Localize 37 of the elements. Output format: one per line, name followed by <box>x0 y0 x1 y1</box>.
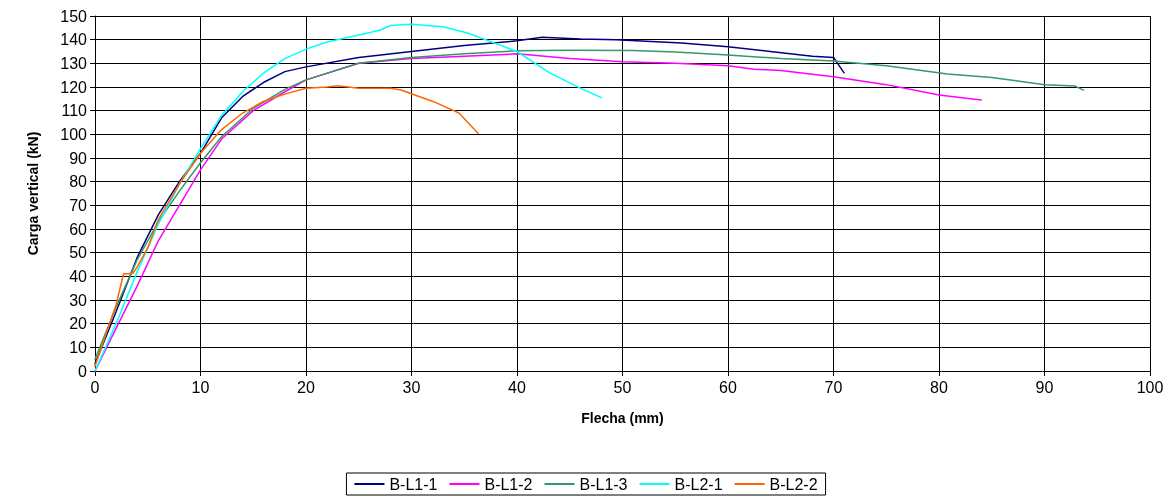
x-tick-label: 20 <box>297 378 315 396</box>
legend-label: B-L1-2 <box>484 475 533 493</box>
x-tick-label: 50 <box>613 378 632 396</box>
x-tick-label: 10 <box>191 378 210 396</box>
x-tick-label: 100 <box>1136 378 1164 396</box>
y-tick-label: 60 <box>69 220 88 238</box>
y-tick-label: 110 <box>61 102 88 120</box>
legend-label: B-L2-2 <box>769 475 818 493</box>
y-tick-label: 140 <box>60 31 88 49</box>
y-tick-label: 20 <box>69 315 88 333</box>
y-tick-label: 70 <box>69 196 88 214</box>
y-tick-label: 50 <box>69 244 88 262</box>
line-series <box>94 36 845 365</box>
y-tick-label: 150 <box>60 7 88 25</box>
y-tick-label: 40 <box>69 267 88 285</box>
y-axis-title: Carga vertical (kN) <box>25 131 41 256</box>
y-tick-label: 90 <box>69 149 88 167</box>
line-series <box>94 85 479 368</box>
y-tick-label: 130 <box>60 54 88 72</box>
x-tick-label: 30 <box>402 378 421 396</box>
y-tick-label: 10 <box>69 338 88 356</box>
y-tick-label: 100 <box>60 125 88 143</box>
y-tick-label: 120 <box>60 78 88 96</box>
y-tick-label: 30 <box>69 291 88 309</box>
legend-label: B-L1-1 <box>389 475 438 493</box>
x-tick-label: 70 <box>824 378 843 396</box>
y-tick-label: 0 <box>78 362 88 380</box>
x-tick-label: 0 <box>90 378 100 396</box>
x-tick-label: 90 <box>1035 378 1054 396</box>
legend-label: B-L1-3 <box>579 475 628 493</box>
y-tick-label: 80 <box>69 173 88 191</box>
x-tick-label: 40 <box>508 378 526 396</box>
legend-label: B-L2-1 <box>674 475 723 493</box>
line-series <box>94 23 603 372</box>
x-tick-label: 80 <box>930 378 948 396</box>
x-axis-title: Flecha (mm) <box>581 410 664 426</box>
x-tick-label: 60 <box>719 378 737 396</box>
